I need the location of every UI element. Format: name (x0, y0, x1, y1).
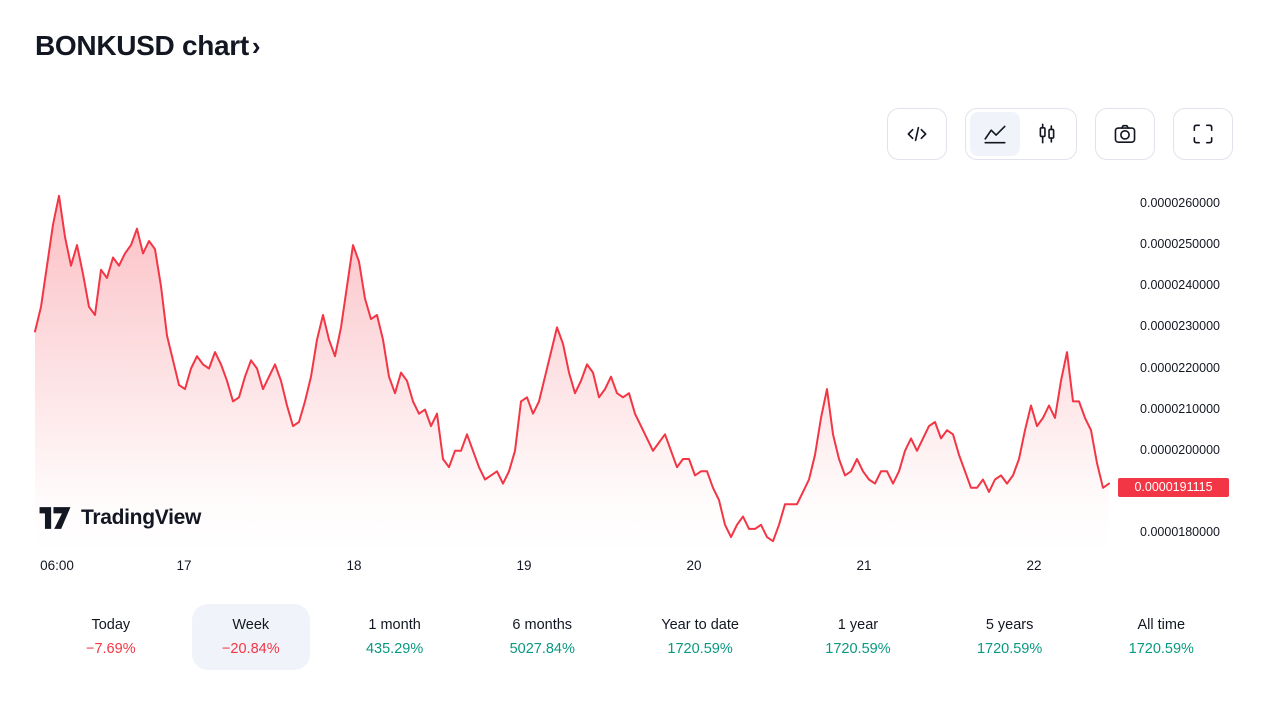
range-all-time[interactable]: All time 1720.59% (1099, 604, 1224, 670)
range-value: 435.29% (365, 641, 424, 657)
range-label: 1 year (837, 617, 879, 633)
chart-type-switcher (965, 108, 1077, 160)
page-title[interactable]: BONKUSD chart › (35, 30, 261, 62)
chevron-right-icon: › (251, 30, 261, 61)
range-value: 1720.59% (976, 641, 1043, 657)
tradingview-logo[interactable]: TradingView (38, 505, 201, 531)
source-code-button[interactable] (887, 108, 947, 160)
x-axis-label: 22 (1026, 558, 1042, 573)
range-year-to-date[interactable]: Year to date 1720.59% (631, 604, 769, 670)
tradingview-logo-icon (39, 507, 71, 529)
y-axis: 0.0000260000 0.0000250000 0.0000240000 0.00… (1118, 0, 1220, 600)
range-5-years[interactable]: 5 years 1720.59% (947, 604, 1072, 670)
symbol-title-text: BONKUSD chart (35, 30, 249, 61)
y-axis-label: 0.0000220000 (1140, 360, 1220, 375)
range-1-month[interactable]: 1 month 435.29% (336, 604, 453, 670)
x-axis-label: 21 (856, 558, 872, 573)
y-axis-label: 0.0000260000 (1140, 196, 1220, 210)
x-axis-label: 19 (516, 558, 532, 573)
tradingview-logo-text: TradingView (81, 506, 202, 529)
range-week[interactable]: Week −20.84% (191, 604, 310, 670)
range-label: Year to date (661, 617, 739, 633)
x-axis-label: 20 (686, 558, 702, 573)
x-axis-label: 17 (176, 558, 192, 573)
range-today[interactable]: Today −7.69% (56, 604, 166, 670)
y-axis-label: 0.0000200000 (1140, 442, 1220, 457)
fullscreen-button[interactable] (1173, 108, 1233, 160)
chart-toolbar (887, 108, 1233, 160)
y-axis-label: 0.0000250000 (1140, 237, 1220, 252)
candlestick-chart-icon (1039, 123, 1055, 144)
range-1-year[interactable]: 1 year 1720.59% (795, 604, 920, 670)
range-value: 1720.59% (667, 641, 733, 657)
source-code-icon (907, 126, 927, 142)
range-label: 5 years (985, 617, 1034, 633)
y-axis-label: 0.0000180000 (1140, 525, 1220, 539)
y-axis-label: 0.0000230000 (1140, 319, 1220, 334)
range-label: Week (232, 617, 270, 633)
range-label: Today (91, 617, 131, 633)
area-chart-icon (984, 125, 1006, 144)
price-chart-svg (34, 194, 1110, 555)
range-label: All time (1137, 617, 1186, 633)
area-chart-button[interactable] (970, 112, 1020, 156)
camera-icon (1114, 124, 1136, 143)
range-6-months[interactable]: 6 months 5027.84% (480, 604, 605, 670)
price-line (34, 194, 1110, 543)
price-chart[interactable] (0, 170, 1280, 570)
snapshot-button[interactable] (1095, 108, 1155, 160)
candlestick-chart-button[interactable] (1022, 112, 1072, 156)
y-axis-label: 0.0000210000 (1140, 401, 1220, 416)
range-label: 6 months (512, 617, 573, 633)
x-axis-label: 06:00 (40, 558, 74, 573)
range-value: 1720.59% (1128, 641, 1194, 657)
fullscreen-icon (1193, 124, 1213, 144)
range-value: −20.84% (221, 641, 280, 657)
range-value: −7.69% (86, 641, 136, 657)
range-selector: Today −7.69% Week −20.84% 1 month 435.29% 6 mo… (56, 604, 1224, 670)
x-axis: 06:00 17 18 19 20 21 22 (0, 558, 1280, 580)
price-area (35, 195, 1109, 555)
range-label: 1 month (368, 617, 421, 633)
range-value: 5027.84% (509, 641, 575, 657)
y-axis-label: 0.0000240000 (1140, 278, 1220, 293)
x-axis-label: 18 (346, 558, 362, 573)
last-price-badge: 0.0000191115 (1118, 477, 1229, 497)
range-value: 1720.59% (825, 641, 891, 657)
